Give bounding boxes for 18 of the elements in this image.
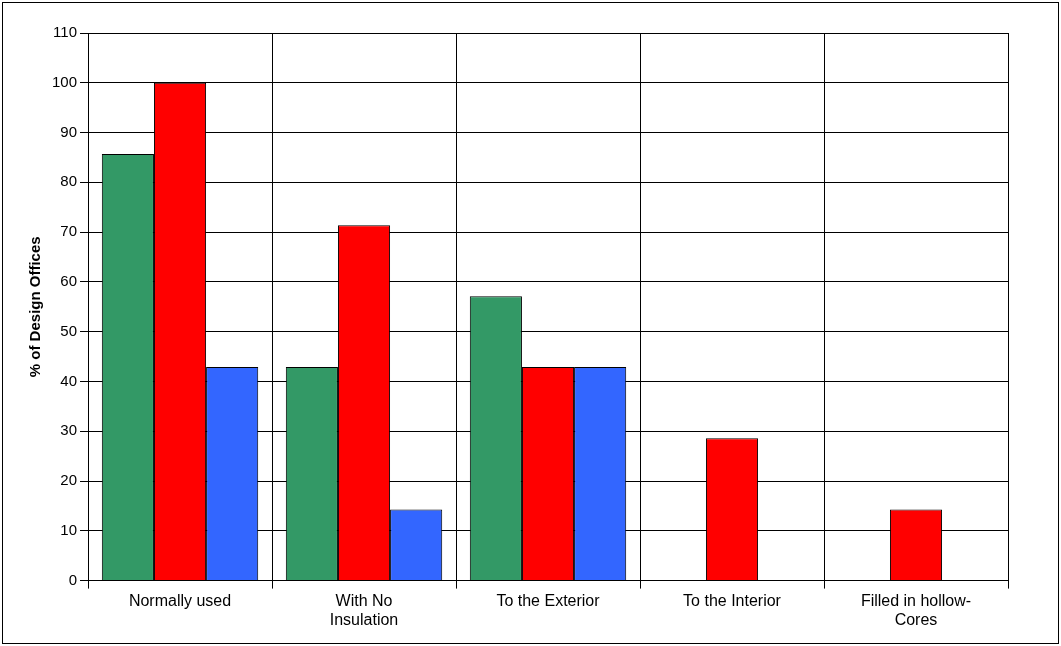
y-tick-label: 0: [68, 570, 78, 588]
y-tick-label: 80: [60, 172, 78, 190]
y-tick-label: 90: [60, 122, 78, 140]
y-tick-label: 30: [60, 421, 78, 439]
y-tick-label: 110: [53, 23, 78, 41]
y-tick-label: 50: [60, 321, 78, 339]
y-tick-label: 100: [52, 72, 78, 90]
y-axis-title: % of Design Offices: [26, 236, 44, 378]
x-tick-label: To the Exterior: [496, 591, 601, 609]
y-tick-label: 10: [60, 520, 78, 538]
x-tick-label: Normally used: [128, 591, 232, 609]
x-tick-label: With No Insulation: [329, 591, 399, 628]
x-tick-label: Filled in hollow-Cores: [860, 591, 972, 628]
x-tick-label: To the Interior: [683, 591, 782, 609]
y-tick-label: 70: [60, 222, 78, 240]
y-tick-label: 60: [60, 272, 78, 290]
y-tick-label: 20: [60, 471, 78, 489]
y-tick-label: 40: [60, 371, 78, 389]
